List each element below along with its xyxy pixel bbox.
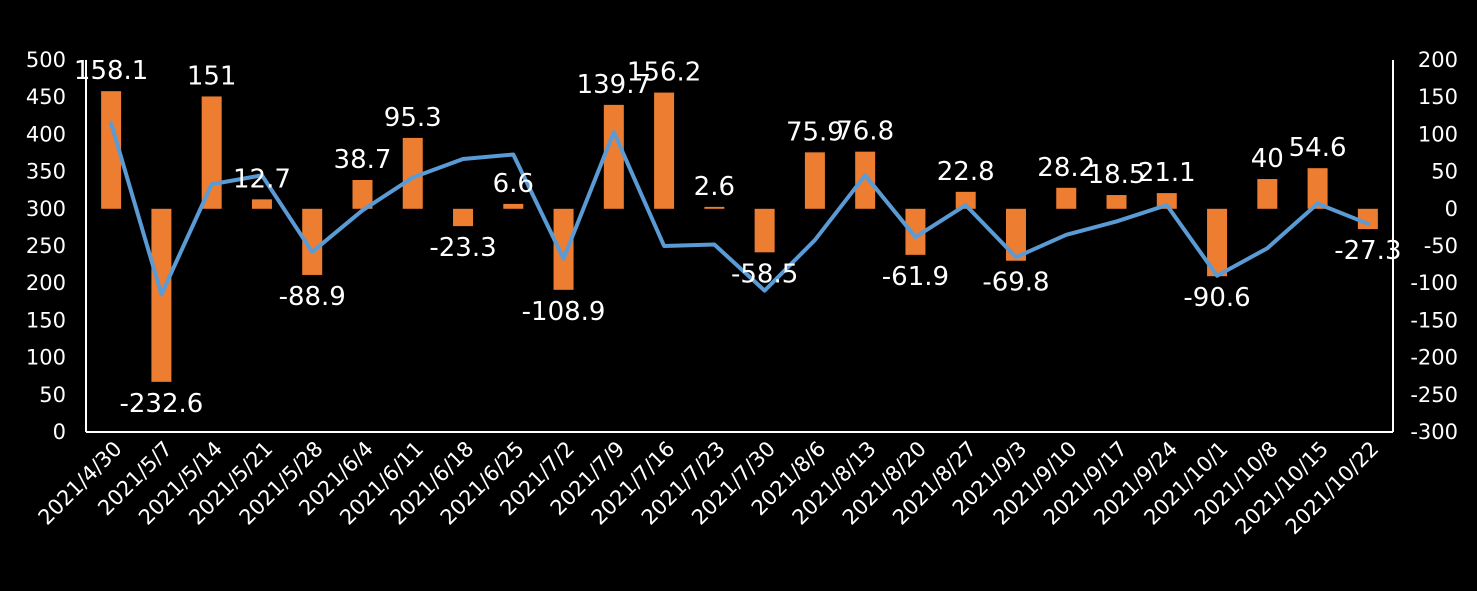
data-label: 54.6 xyxy=(1289,133,1347,163)
line-series xyxy=(109,121,1370,297)
bar xyxy=(955,191,976,209)
bar-series xyxy=(101,91,1378,382)
bar xyxy=(553,208,574,290)
data-label: 75.9 xyxy=(786,117,844,147)
right-tick-label: -100 xyxy=(1410,271,1458,295)
bar xyxy=(1357,208,1378,230)
data-label: -27.3 xyxy=(1334,236,1401,266)
bar xyxy=(1257,179,1278,209)
right-axis-ticks: 200 150 100 50 0 -50 -100 -150 -200 -250 -300 xyxy=(1410,48,1458,444)
data-label: -23.3 xyxy=(429,233,496,263)
left-tick-label: 100 xyxy=(26,346,66,370)
data-label: 40 xyxy=(1251,144,1284,174)
bar xyxy=(251,199,272,209)
data-label: 76.8 xyxy=(836,117,894,147)
data-label: 139.7 xyxy=(577,70,651,100)
right-tick-label: 100 xyxy=(1418,122,1458,146)
left-tick-label: 250 xyxy=(26,234,66,258)
bar xyxy=(704,206,725,209)
data-label: -61.9 xyxy=(882,262,949,292)
bar xyxy=(503,203,524,209)
right-tick-label: -50 xyxy=(1424,234,1458,258)
data-label: 158.1 xyxy=(74,56,148,86)
left-tick-label: 400 xyxy=(26,122,66,146)
data-label: 6.6 xyxy=(493,169,534,199)
data-label: 18.5 xyxy=(1088,160,1146,190)
data-label: 38.7 xyxy=(334,145,392,175)
right-tick-label: 50 xyxy=(1431,160,1458,184)
right-tick-label: 200 xyxy=(1418,48,1458,72)
bar xyxy=(603,104,624,209)
data-label: 2.6 xyxy=(694,172,735,202)
bar xyxy=(1207,208,1228,277)
right-tick-label: -200 xyxy=(1410,346,1458,370)
data-labels: 158.1 -232.6 151 12.7 -88.9 38.7 95.3 -23.3 6.6 -… xyxy=(74,56,1402,419)
data-label: -108.9 xyxy=(522,297,606,327)
data-label: -90.6 xyxy=(1183,283,1250,313)
data-label: -69.8 xyxy=(982,268,1049,298)
left-tick-label: 500 xyxy=(26,48,66,72)
bar xyxy=(402,137,423,209)
bar xyxy=(1307,168,1328,209)
bar xyxy=(1005,208,1026,261)
data-label: 151 xyxy=(187,61,237,91)
bar xyxy=(302,208,323,275)
data-label: -88.9 xyxy=(279,282,346,312)
right-tick-label: -300 xyxy=(1410,420,1458,444)
bar xyxy=(654,92,675,209)
data-label: 28.2 xyxy=(1037,153,1095,183)
data-label: -232.6 xyxy=(119,389,203,419)
data-label: 95.3 xyxy=(384,103,442,133)
left-tick-label: 450 xyxy=(26,85,66,109)
left-tick-label: 150 xyxy=(26,308,66,332)
left-tick-label: 50 xyxy=(39,383,66,407)
bar xyxy=(352,180,373,209)
right-tick-label: 0 xyxy=(1445,197,1458,221)
left-tick-label: 200 xyxy=(26,271,66,295)
right-tick-label: -250 xyxy=(1410,383,1458,407)
bar xyxy=(1106,195,1127,209)
bar xyxy=(754,208,775,253)
x-axis-ticks: 2021/4/302021/5/72021/5/142021/5/212021/… xyxy=(34,437,1384,540)
bar xyxy=(101,91,122,209)
data-label: 156.2 xyxy=(627,58,701,88)
right-tick-label: 150 xyxy=(1418,85,1458,109)
bar xyxy=(905,208,926,255)
bar xyxy=(453,208,474,227)
bar xyxy=(855,151,876,209)
left-tick-label: 350 xyxy=(26,160,66,184)
data-label: 22.8 xyxy=(937,157,995,187)
data-label: 21.1 xyxy=(1138,158,1196,188)
axes xyxy=(85,60,1394,433)
bar xyxy=(804,152,825,209)
left-tick-label: 0 xyxy=(53,420,66,444)
bar xyxy=(201,96,222,209)
data-label: 12.7 xyxy=(233,164,291,194)
right-tick-label: -150 xyxy=(1410,308,1458,332)
left-tick-label: 300 xyxy=(26,197,66,221)
data-label: -58.5 xyxy=(731,259,798,289)
bar xyxy=(1056,187,1077,209)
